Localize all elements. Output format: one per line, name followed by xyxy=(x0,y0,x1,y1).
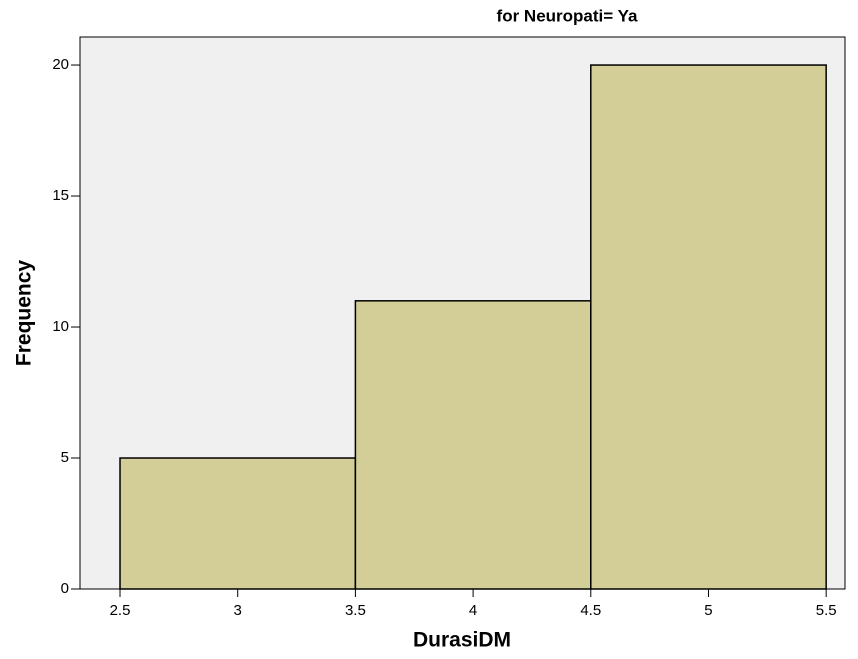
bar xyxy=(590,64,827,590)
x-tick-label: 3 xyxy=(234,602,242,619)
x-tick-label: 4 xyxy=(469,602,477,619)
x-tick-label: 5.5 xyxy=(816,602,837,619)
bar xyxy=(354,300,592,590)
chart-title: for Neuropati= Ya xyxy=(497,6,638,25)
x-tick-label: 3.5 xyxy=(345,602,366,619)
x-tick-label: 2.5 xyxy=(110,602,131,619)
x-axis-label: DurasiDM xyxy=(413,629,511,652)
x-tick-label: 5 xyxy=(704,602,712,619)
y-tick-label: 20 xyxy=(52,56,69,73)
y-tick-label: 15 xyxy=(52,187,69,204)
y-tick-label: 10 xyxy=(52,318,69,335)
x-tick-label: 4.5 xyxy=(580,602,601,619)
bar xyxy=(119,457,357,590)
y-axis-label: Frequency xyxy=(13,260,36,367)
y-tick-label: 0 xyxy=(61,580,69,597)
y-tick-label: 5 xyxy=(61,449,69,466)
